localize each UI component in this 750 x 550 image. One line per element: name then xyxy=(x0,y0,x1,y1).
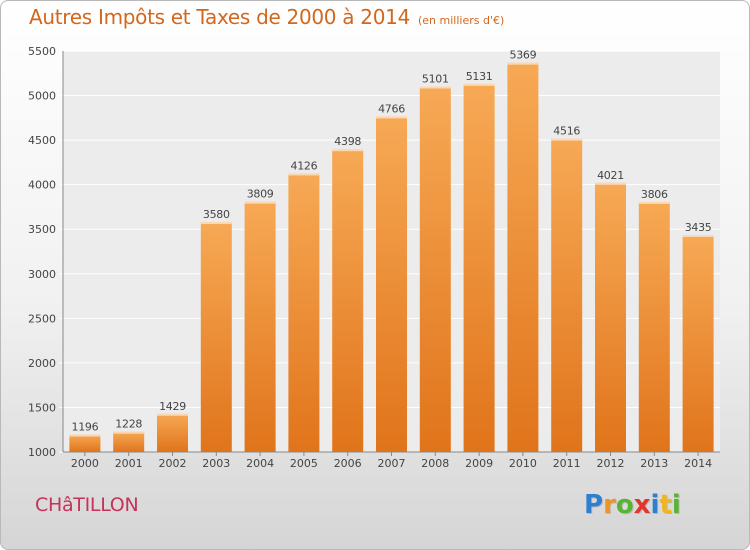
brand-letter: r xyxy=(603,490,616,520)
bar xyxy=(288,173,320,452)
x-tick-label: 2009 xyxy=(465,457,493,470)
city-name: CHâTILLON xyxy=(35,494,139,516)
bar xyxy=(332,149,364,452)
bar-highlight xyxy=(200,222,232,225)
x-tick-label: 2008 xyxy=(421,457,449,470)
x-tick-label: 2002 xyxy=(159,457,187,470)
x-tick-label: 2012 xyxy=(597,457,625,470)
bar xyxy=(638,201,670,452)
y-tick-label: 3500 xyxy=(28,223,56,236)
bar-highlight xyxy=(638,201,670,204)
x-tick-label: 2000 xyxy=(71,457,99,470)
bar-highlight xyxy=(551,138,583,141)
bar-value-label: 4126 xyxy=(291,159,318,172)
bar-highlight xyxy=(376,116,407,119)
bar xyxy=(551,138,583,452)
bar-value-label: 3809 xyxy=(247,188,274,201)
x-tick-label: 2005 xyxy=(290,457,318,470)
chart-title-row: Autres Impôts et Taxes de 2000 à 2014 (en… xyxy=(29,5,504,29)
y-tick-label: 2000 xyxy=(28,357,56,370)
bar-highlight xyxy=(595,182,626,185)
bar xyxy=(157,413,188,452)
bar xyxy=(463,83,495,452)
bar-highlight xyxy=(288,173,320,176)
y-tick-label: 4000 xyxy=(28,179,56,192)
brand-logo: Proxiti xyxy=(584,490,681,520)
bar-value-label: 1228 xyxy=(115,418,142,431)
bar-highlight xyxy=(419,86,451,89)
bar-value-label: 4398 xyxy=(334,135,361,148)
bar-value-label: 5101 xyxy=(422,73,449,86)
brand-letter: t xyxy=(659,490,672,520)
bar-highlight xyxy=(507,62,539,65)
x-tick-label: 2001 xyxy=(115,457,143,470)
bar-highlight xyxy=(244,201,276,204)
bar xyxy=(419,86,451,453)
bar-value-label: 3580 xyxy=(203,208,230,221)
bar-value-label: 4766 xyxy=(378,102,405,115)
bar-highlight xyxy=(463,83,495,86)
bar xyxy=(682,235,714,452)
x-tick-label: 2013 xyxy=(640,457,668,470)
y-tick-label: 2500 xyxy=(28,312,56,325)
bar-value-label: 5369 xyxy=(510,49,537,62)
x-tick-label: 2010 xyxy=(509,457,537,470)
x-tick-label: 2007 xyxy=(378,457,406,470)
bar-highlight xyxy=(113,431,145,434)
bar-value-label: 5131 xyxy=(466,70,493,83)
bar-highlight xyxy=(157,413,188,416)
x-tick-label: 2003 xyxy=(202,457,230,470)
bar xyxy=(507,62,539,453)
bar-value-label: 3806 xyxy=(641,188,668,201)
y-tick-label: 3000 xyxy=(28,268,56,281)
y-tick-label: 1500 xyxy=(28,401,56,414)
bar-value-label: 1196 xyxy=(72,421,99,434)
y-tick-label: 4500 xyxy=(28,134,56,147)
bar xyxy=(376,116,407,452)
x-tick-label: 2011 xyxy=(553,457,581,470)
y-tick-label: 5000 xyxy=(28,90,56,103)
bar xyxy=(113,431,145,452)
x-tick-label: 2006 xyxy=(334,457,362,470)
bar-highlight xyxy=(682,235,714,238)
bar-value-label: 4516 xyxy=(553,125,580,138)
y-tick-label: 1000 xyxy=(28,446,56,459)
chart-title: Autres Impôts et Taxes de 2000 à 2014 xyxy=(29,5,410,29)
x-tick-label: 2004 xyxy=(246,457,274,470)
brand-letter: i xyxy=(650,490,660,520)
bar-value-label: 3435 xyxy=(685,221,712,234)
y-tick-label: 5500 xyxy=(28,45,56,58)
brand-letter: o xyxy=(615,490,634,520)
bar xyxy=(244,201,276,452)
bar-value-label: 4021 xyxy=(597,169,624,182)
bar xyxy=(200,222,232,452)
bar xyxy=(69,434,101,452)
x-tick-label: 2014 xyxy=(684,457,712,470)
chart-subtitle: (en milliers d'€) xyxy=(418,14,505,27)
bar-value-label: 1429 xyxy=(159,400,186,413)
brand-letter: P xyxy=(584,490,604,520)
bar xyxy=(595,182,626,452)
bar-highlight xyxy=(69,434,101,437)
brand-letter: i xyxy=(671,490,681,520)
brand-letter: x xyxy=(633,490,651,520)
bar-highlight xyxy=(332,149,364,152)
